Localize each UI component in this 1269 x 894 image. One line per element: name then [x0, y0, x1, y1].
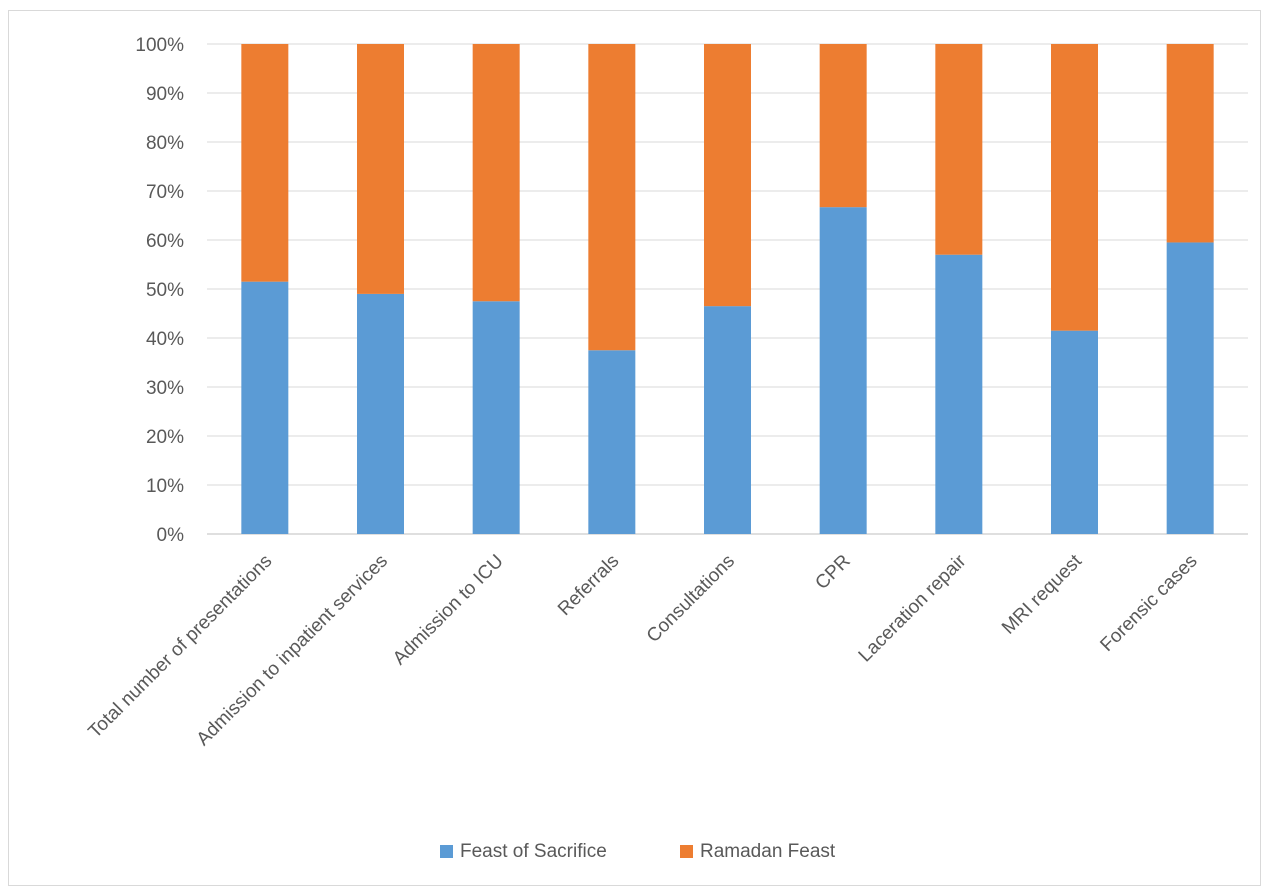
bar-feast-of-sacrifice: [1166, 242, 1214, 534]
bar-ramadan-feast: [472, 44, 520, 302]
bar-ramadan-feast: [704, 44, 751, 307]
y-tick-label: 90%: [146, 84, 184, 105]
y-tick-label: 0%: [157, 525, 185, 546]
bar-feast-of-sacrifice: [472, 301, 520, 534]
bar-feast-of-sacrifice: [819, 207, 867, 535]
bar-feast-of-sacrifice: [704, 306, 751, 534]
bar-ramadan-feast: [1051, 44, 1098, 331]
bar-ramadan-feast: [819, 44, 867, 208]
x-tick-label: CPR: [811, 551, 854, 594]
y-tick-label: 70%: [146, 182, 184, 203]
legend-label: Feast of Sacrifice: [460, 841, 607, 862]
legend-swatch: [680, 845, 693, 858]
x-tick-label: Laceration repair: [855, 550, 971, 666]
y-axis-tick-labels: 0% 10% 20% 30% 40% 50% 60% 70% 80% 90% 100%: [135, 35, 184, 546]
bar-ramadan-feast: [357, 44, 404, 294]
bar-ramadan-feast: [588, 44, 636, 351]
x-tick-label: Consultations: [643, 551, 739, 647]
x-tick-label: Admission to inpatient services: [193, 551, 392, 750]
y-tick-label: 10%: [146, 476, 184, 497]
bar-feast-of-sacrifice: [241, 281, 289, 534]
y-tick-label: 30%: [146, 378, 184, 399]
legend: Feast of Sacrifice Ramadan Feast: [440, 841, 836, 862]
bar-feast-of-sacrifice: [935, 254, 983, 534]
y-tick-label: 20%: [146, 427, 184, 448]
x-tick-label: Admission to ICU: [389, 551, 508, 670]
legend-swatch: [440, 845, 453, 858]
bar-ramadan-feast: [1166, 44, 1214, 243]
y-tick-label: 80%: [146, 133, 184, 154]
x-tick-label: Referrals: [554, 551, 623, 620]
bar-feast-of-sacrifice: [357, 293, 404, 534]
y-tick-label: 60%: [146, 231, 184, 252]
bars: [241, 44, 1214, 535]
bar-ramadan-feast: [935, 44, 983, 255]
y-tick-label: 40%: [146, 329, 184, 350]
bar-feast-of-sacrifice: [1051, 330, 1098, 534]
y-tick-label: 50%: [146, 280, 184, 301]
x-tick-label: MRI request: [998, 550, 1087, 639]
bar-feast-of-sacrifice: [588, 350, 636, 534]
legend-label: Ramadan Feast: [700, 841, 836, 862]
bar-ramadan-feast: [241, 44, 289, 282]
x-tick-label: Forensic cases: [1096, 551, 1201, 656]
y-tick-label: 100%: [135, 35, 184, 56]
x-tick-label: Total number of presentations: [85, 551, 277, 743]
